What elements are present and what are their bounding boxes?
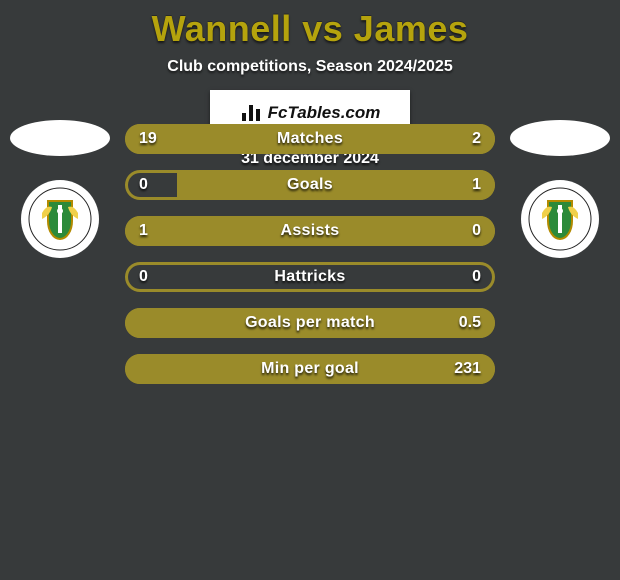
left-player-column — [0, 110, 120, 258]
left-player-avatar — [10, 120, 110, 156]
right-player-column — [500, 110, 620, 258]
stat-bar: 00Hattricks — [125, 262, 495, 292]
chart-area: 192Matches 01Goals 10Assists 00Hattricks 0.5… — [0, 110, 620, 384]
stat-bar: 231Min per goal — [125, 354, 495, 384]
stat-bar: 10Assists — [125, 216, 495, 246]
left-club-crest — [21, 180, 99, 258]
page-subtitle: Club competitions, Season 2024/2025 — [0, 58, 620, 76]
stat-label: Hattricks — [125, 262, 495, 292]
comparison-card: Wannell vs James Club competitions, Seas… — [0, 0, 620, 580]
stat-label: Min per goal — [125, 354, 495, 384]
stat-label: Matches — [125, 124, 495, 154]
shield-icon — [28, 187, 92, 251]
page-title: Wannell vs James — [0, 8, 620, 50]
stat-bars: 192Matches 01Goals 10Assists 00Hattricks 0.5… — [120, 110, 500, 384]
stat-label: Goals — [125, 170, 495, 200]
stat-bar: 0.5Goals per match — [125, 308, 495, 338]
right-player-avatar — [510, 120, 610, 156]
stat-bar: 192Matches — [125, 124, 495, 154]
stat-label: Assists — [125, 216, 495, 246]
stat-label: Goals per match — [125, 308, 495, 338]
right-club-crest — [521, 180, 599, 258]
stat-bar: 01Goals — [125, 170, 495, 200]
shield-icon — [528, 187, 592, 251]
